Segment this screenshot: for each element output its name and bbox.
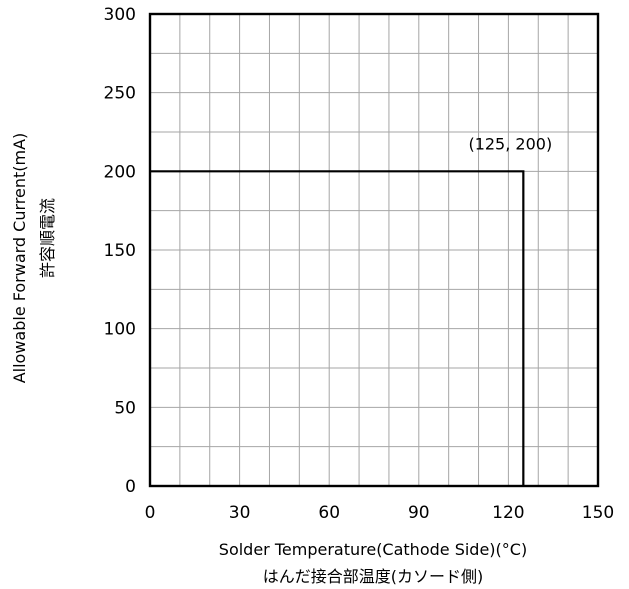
horizontal-gridlines [150, 52, 598, 448]
y-tick-label: 200 [104, 162, 136, 182]
y-tick-label: 250 [104, 84, 136, 104]
y-axis-title-jp: 許容順電流 [38, 198, 57, 278]
x-tick-labels: 0 30 60 90 120 150 [145, 503, 615, 523]
x-tick-label: 0 [145, 503, 156, 523]
y-tick-label: 150 [104, 241, 136, 261]
x-tick-label: 90 [408, 503, 430, 523]
plot-area-frame [148, 12, 600, 488]
x-axis-title: Solder Temperature(Cathode Side)(°C) [219, 540, 527, 559]
y-tick-label: 50 [114, 398, 136, 418]
x-tick-label: 30 [229, 503, 251, 523]
series-line [150, 170, 525, 486]
y-tick-label: 300 [104, 5, 136, 25]
data-label: (125, 200) [468, 134, 552, 153]
x-tick-label: 150 [582, 503, 614, 523]
x-tick-label: 60 [318, 503, 340, 523]
x-tick-label: 120 [492, 503, 524, 523]
y-axis-title: Allowable Forward Current(mA) [10, 133, 29, 384]
x-axis-title-jp: はんだ接合部温度(カソード側) [263, 567, 484, 586]
y-tick-label: 100 [104, 320, 136, 340]
y-tick-labels: 0 50 100 150 200 250 300 [104, 5, 136, 497]
y-tick-label: 0 [125, 477, 136, 497]
